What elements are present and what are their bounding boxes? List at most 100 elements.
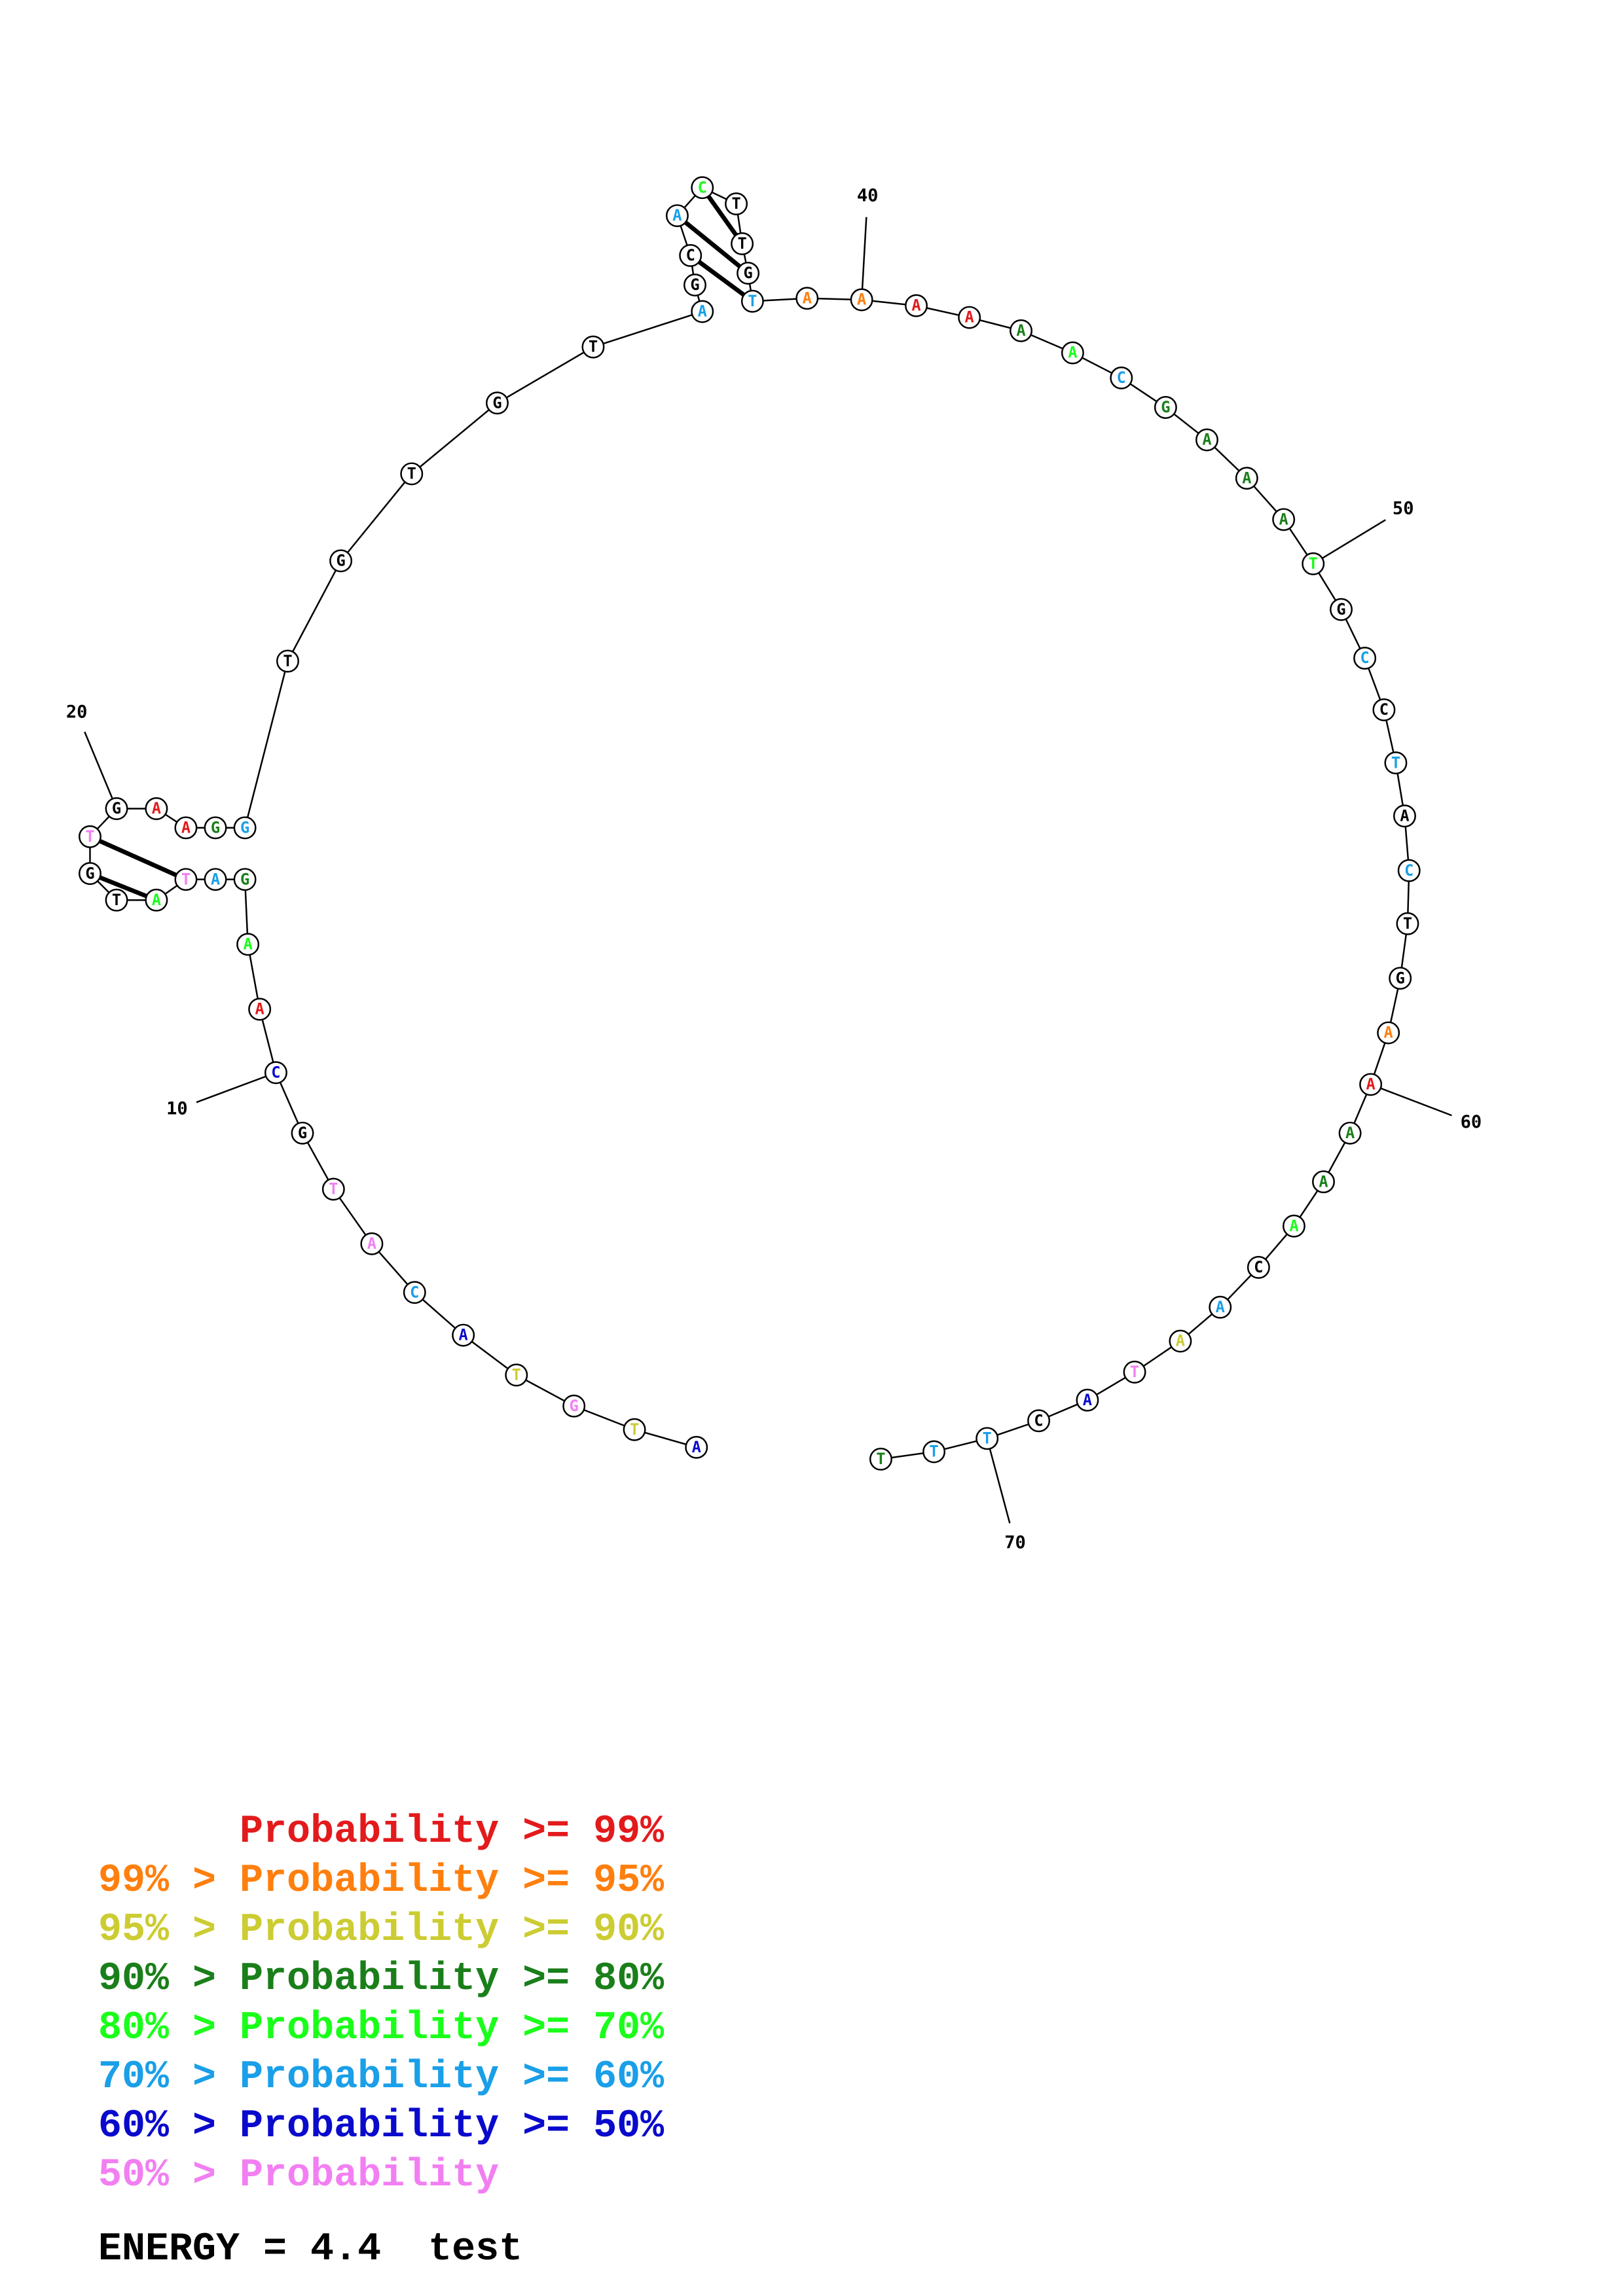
base-node: T [869, 1447, 892, 1471]
position-label: 50 [1393, 499, 1414, 519]
base-node: C [1247, 1255, 1270, 1279]
base-circle [204, 868, 227, 891]
legend-row-60: 70% > Probability >= 60% [98, 2053, 664, 2102]
base-circle [685, 1435, 708, 1459]
base-node: T [731, 232, 754, 255]
base-letter: A [1289, 1217, 1298, 1235]
position-label: 40 [857, 186, 879, 206]
base-node: C [403, 1281, 426, 1304]
base-node: C [264, 1061, 287, 1085]
base-letter: T [283, 652, 292, 670]
legend-row-80: 90% > Probability >= 80% [98, 1955, 664, 2003]
base-circle [1247, 1255, 1270, 1279]
position-tick [196, 1071, 276, 1103]
base-node: G [79, 862, 101, 886]
base-circle [505, 1363, 528, 1387]
base-pair-bond [700, 186, 744, 245]
base-letter: A [211, 870, 220, 888]
legend-prefix: 99% > [98, 1859, 240, 1903]
backbone-segment [244, 660, 289, 829]
base-letter: A [1400, 806, 1409, 825]
base-circle [174, 816, 198, 840]
base-letter: A [911, 296, 921, 315]
base-node: A [1359, 1073, 1383, 1096]
base-node: A [452, 1323, 475, 1347]
base-node: A [1235, 467, 1258, 490]
base-letter: C [1379, 700, 1389, 719]
base-node: T [1123, 1360, 1146, 1384]
base-node: G [233, 868, 257, 891]
base-letter: G [112, 799, 121, 817]
base-node: C [1397, 859, 1421, 882]
base-node: T [79, 825, 101, 848]
base-node: C [1027, 1409, 1051, 1433]
base-letter: T [983, 1429, 992, 1447]
base-circle [1338, 1121, 1362, 1145]
legend-row-95: 99% > Probability >= 95% [98, 1857, 664, 1905]
base-node: A [665, 204, 689, 227]
base-letter: T [731, 194, 740, 213]
base-letter: T [1130, 1363, 1139, 1381]
base-node: A [1272, 508, 1296, 531]
base-letter: A [1176, 1332, 1185, 1350]
base-circle [850, 288, 873, 312]
legend-label: Probability >= 70% [240, 2006, 665, 2051]
base-circle [1272, 508, 1296, 531]
base-circle [233, 816, 257, 840]
base-circle [452, 1323, 475, 1347]
position-tick [1370, 1083, 1452, 1117]
base-circle [1302, 552, 1325, 575]
base-node: T [740, 289, 764, 313]
base-node: T [581, 335, 605, 359]
base-circle [79, 862, 101, 886]
base-letter: G [211, 818, 220, 836]
base-node: A [204, 868, 227, 891]
base-letter: T [748, 292, 757, 310]
base-letter: G [570, 1397, 579, 1415]
base-letter: T [512, 1366, 521, 1384]
base-circle [1377, 1021, 1400, 1045]
base-circle [1397, 859, 1421, 882]
base-letter: G [298, 1124, 307, 1142]
base-node: A [1312, 1170, 1335, 1194]
base-node: G [1330, 598, 1353, 621]
base-node: C [1372, 698, 1396, 721]
base-letter: C [1034, 1411, 1043, 1429]
base-circle [1076, 1388, 1099, 1412]
base-circle [486, 391, 509, 415]
base-circle [665, 204, 689, 227]
base-node: C [679, 243, 702, 267]
base-circle [1010, 319, 1032, 342]
base-circle [1312, 1170, 1335, 1194]
base-letter: A [692, 1438, 701, 1456]
base-node: C [1110, 366, 1133, 389]
backbone-segment [496, 346, 594, 404]
base-circle [105, 888, 128, 912]
base-letter: A [698, 302, 707, 321]
legend-prefix: 50% > [98, 2153, 240, 2198]
legend-label: Probability >= 50% [240, 2104, 665, 2149]
base-letter: A [1202, 431, 1211, 449]
base-node: A [1338, 1121, 1362, 1145]
base-circle [958, 306, 981, 329]
base-circle [691, 176, 714, 200]
base-node: A [1209, 1295, 1232, 1319]
legend-label: Probability >= 95% [240, 1859, 665, 1903]
base-node: G [486, 391, 509, 415]
backbone-segment [410, 402, 498, 475]
base-letter: C [271, 1064, 280, 1082]
base-node: G [105, 797, 128, 820]
base-circle [1061, 341, 1084, 365]
base-node: A [1282, 1214, 1305, 1238]
base-letter: A [243, 935, 252, 953]
base-circle [905, 294, 928, 317]
base-node: G [683, 273, 706, 296]
base-circle [248, 997, 272, 1021]
position-label: 60 [1461, 1112, 1482, 1132]
base-circle [321, 1177, 345, 1201]
position-label: 10 [166, 1099, 188, 1119]
base-circle [1169, 1329, 1192, 1353]
base-letter: A [181, 818, 191, 836]
base-circle [581, 335, 605, 359]
